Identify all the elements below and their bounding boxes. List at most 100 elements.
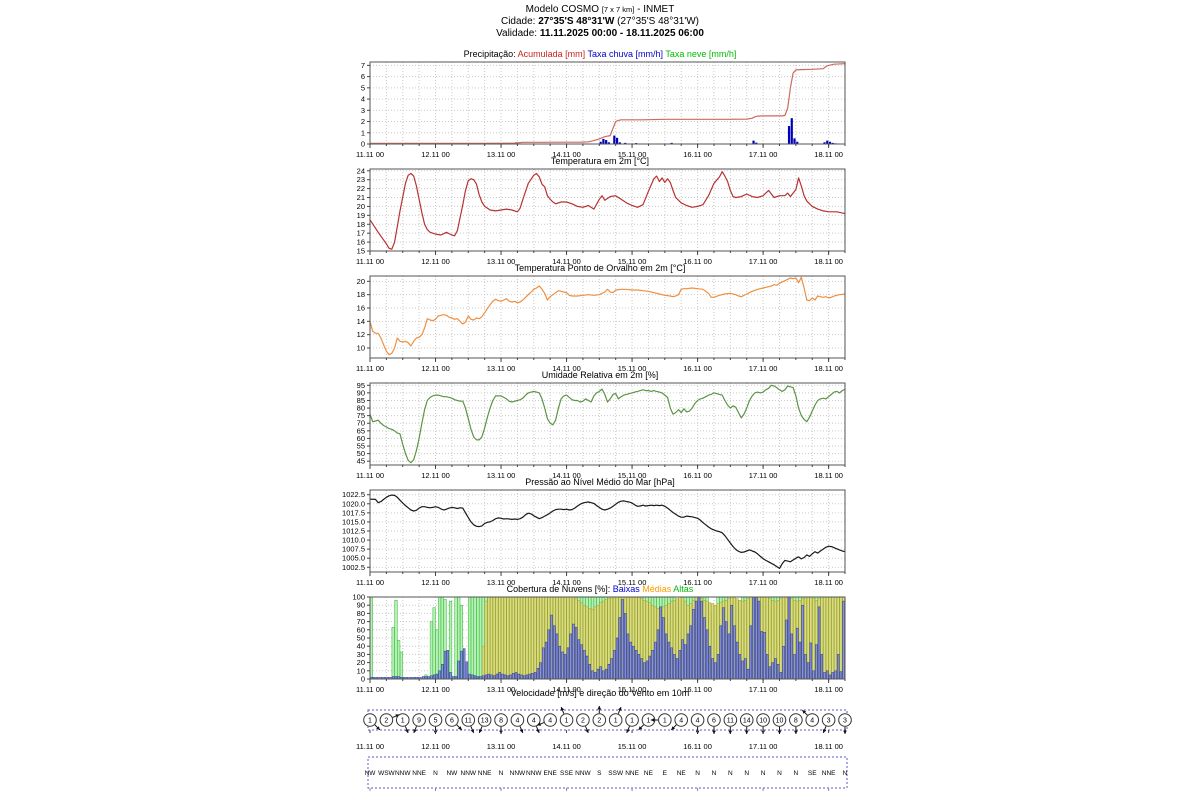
svg-text:15.11 00: 15.11 00 xyxy=(618,742,647,751)
svg-text:16: 16 xyxy=(357,304,365,313)
svg-text:3: 3 xyxy=(827,717,831,724)
wind-direction-label: NNE xyxy=(822,770,836,777)
wind-direction-label: NE xyxy=(677,770,687,777)
svg-text:12: 12 xyxy=(357,330,365,339)
wind-direction-label: NNW xyxy=(461,770,477,777)
svg-text:14.11 00: 14.11 00 xyxy=(552,742,581,751)
svg-text:13.11 00: 13.11 00 xyxy=(487,578,516,587)
wind-direction-label: ENE xyxy=(543,770,557,777)
wind-direction-label: NNW xyxy=(395,770,411,777)
model-source: - INMET xyxy=(634,4,675,15)
svg-text:70: 70 xyxy=(357,419,365,428)
svg-text:11: 11 xyxy=(727,717,734,724)
svg-text:18.11 00: 18.11 00 xyxy=(814,471,843,480)
svg-text:16: 16 xyxy=(357,238,365,247)
svg-text:11.11 00: 11.11 00 xyxy=(356,578,384,587)
svg-text:1020.0: 1020.0 xyxy=(342,499,365,508)
svg-text:17.11 00: 17.11 00 xyxy=(749,742,778,751)
svg-text:16.11 00: 16.11 00 xyxy=(683,742,712,751)
svg-text:11.11 00: 11.11 00 xyxy=(356,257,384,266)
svg-text:17.11 00: 17.11 00 xyxy=(749,150,778,159)
svg-text:4: 4 xyxy=(696,717,700,724)
svg-text:16.11 00: 16.11 00 xyxy=(683,578,712,587)
svg-text:1022.5: 1022.5 xyxy=(342,490,365,499)
svg-text:12.11 00: 12.11 00 xyxy=(421,150,450,159)
wind-direction-label: NNW xyxy=(510,770,526,777)
chart-title-temperature: Temperatura em 2m [°C] xyxy=(550,156,650,166)
wind-speed-marker: 1 xyxy=(608,706,623,727)
model-title: Modelo COSMO [7 x 7 km] - INMET xyxy=(0,4,1200,16)
svg-text:12.11 00: 12.11 00 xyxy=(421,364,450,373)
wind-direction-label: NNE xyxy=(412,770,426,777)
model-title-text: Modelo COSMO xyxy=(525,4,602,15)
svg-text:18.11 00: 18.11 00 xyxy=(814,685,843,694)
svg-text:1: 1 xyxy=(614,717,618,724)
svg-text:14.11 00: 14.11 00 xyxy=(552,150,581,159)
svg-text:11.11 00: 11.11 00 xyxy=(356,364,384,373)
svg-text:80: 80 xyxy=(357,404,365,413)
svg-text:85: 85 xyxy=(357,396,365,405)
wind-speed-marker: 4 xyxy=(690,713,705,734)
wind-speed-marker: 4 xyxy=(526,713,541,734)
svg-text:17.11 00: 17.11 00 xyxy=(749,685,778,694)
svg-text:18.11 00: 18.11 00 xyxy=(814,742,843,751)
svg-text:11.11 00: 11.11 00 xyxy=(356,150,384,159)
svg-text:22: 22 xyxy=(357,184,365,193)
svg-text:4: 4 xyxy=(679,717,683,724)
svg-text:1012.5: 1012.5 xyxy=(342,527,365,536)
chart-plot-dewpoint: 10 12 14 16 18 20 11.11 00 12.11 00 13.11 00 14.1… xyxy=(356,275,846,373)
svg-text:95: 95 xyxy=(357,381,365,390)
svg-text:16.11 00: 16.11 00 xyxy=(683,685,712,694)
city-label: Cidade: xyxy=(500,16,539,27)
wind-speed-marker: 1 xyxy=(650,713,672,727)
svg-text:1015.0: 1015.0 xyxy=(342,517,365,526)
svg-text:12.11 00: 12.11 00 xyxy=(421,742,450,751)
wind-direction-label: N xyxy=(695,770,700,777)
svg-text:17.11 00: 17.11 00 xyxy=(749,471,778,480)
wind-speed-marker: 4 xyxy=(670,713,689,731)
wind-speed-marker: 3 xyxy=(838,713,852,734)
svg-text:12.11 00: 12.11 00 xyxy=(421,578,450,587)
svg-text:30: 30 xyxy=(357,650,365,659)
svg-text:11.11 00: 11.11 00 xyxy=(356,471,384,480)
svg-text:5: 5 xyxy=(434,717,438,724)
wind-direction-label: NW xyxy=(365,770,377,777)
wind-speed-marker: 10 xyxy=(772,713,787,734)
svg-text:1007.5: 1007.5 xyxy=(342,545,365,554)
wind-chart-title: Velocidade [m/s] e direção do Vento em 1… xyxy=(510,688,690,698)
svg-text:60: 60 xyxy=(357,434,365,443)
svg-text:1: 1 xyxy=(630,717,634,724)
svg-text:4: 4 xyxy=(361,95,365,104)
wind-speed-plot: 1 2 1 9 5 6 11 13 8 4 4 4 1 2 2 1 1 1 1 4 4 6 11 14 10 10 8 4 3 311.1… xyxy=(356,706,852,751)
wind-direction-label: NE xyxy=(644,770,654,777)
svg-text:1: 1 xyxy=(663,717,667,724)
chart-title-precipitation: Precipitação: Acumulada [mm] Taxa chuva … xyxy=(463,49,737,59)
wind-speed-marker: 1 xyxy=(559,706,574,727)
svg-text:1: 1 xyxy=(368,717,372,724)
svg-text:0: 0 xyxy=(361,140,365,149)
svg-text:4: 4 xyxy=(548,717,552,724)
svg-text:17.11 00: 17.11 00 xyxy=(749,257,778,266)
svg-text:17: 17 xyxy=(357,229,365,238)
svg-text:5: 5 xyxy=(361,83,365,92)
svg-text:11.11 00: 11.11 00 xyxy=(356,742,384,751)
wind-speed-marker: 2 xyxy=(592,706,607,727)
svg-text:20: 20 xyxy=(357,202,365,211)
svg-text:17.11 00: 17.11 00 xyxy=(749,578,778,587)
svg-text:16.11 00: 16.11 00 xyxy=(683,150,712,159)
svg-text:18.11 00: 18.11 00 xyxy=(814,364,843,373)
wind-direction-label: N xyxy=(794,770,799,777)
wind-speed-marker: 6 xyxy=(707,713,721,734)
svg-text:9: 9 xyxy=(417,717,421,724)
svg-text:15.11 00: 15.11 00 xyxy=(618,471,647,480)
svg-text:12.11 00: 12.11 00 xyxy=(421,257,450,266)
wind-direction-label: E xyxy=(663,770,668,777)
svg-text:21: 21 xyxy=(357,193,365,202)
svg-text:12.11 00: 12.11 00 xyxy=(421,685,450,694)
svg-text:14.11 00: 14.11 00 xyxy=(552,257,581,266)
svg-text:7: 7 xyxy=(361,61,365,70)
svg-text:1017.5: 1017.5 xyxy=(342,508,365,517)
svg-text:13.11 00: 13.11 00 xyxy=(487,471,516,480)
